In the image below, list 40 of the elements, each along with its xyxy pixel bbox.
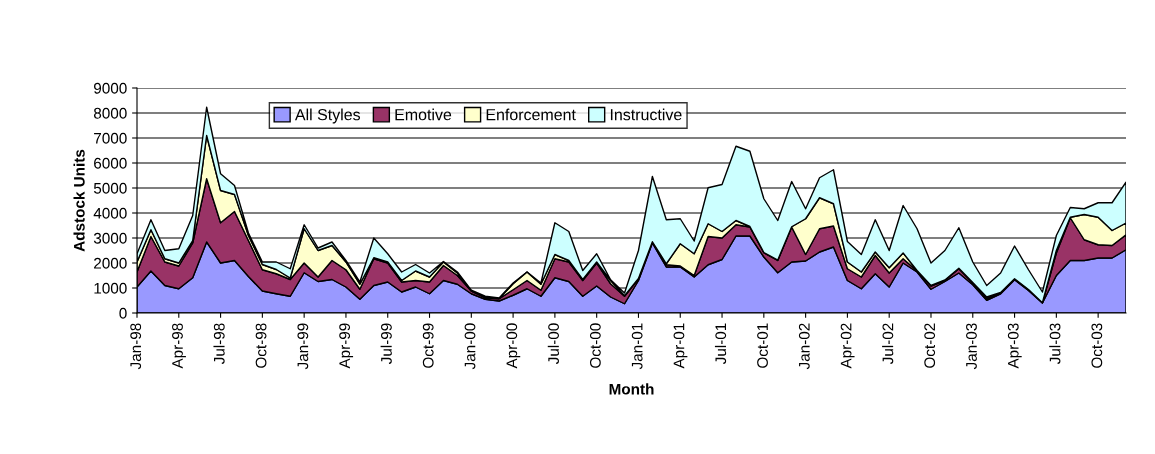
x-tick-label: Apr-03: [1007, 323, 1022, 369]
x-tick-label: Apr-99: [339, 323, 354, 369]
x-axis-title: Month: [609, 383, 654, 395]
x-tick-label: Jul-00: [547, 323, 559, 365]
y-tick-label: 0: [119, 307, 127, 319]
x-tick-label: Apr-02: [840, 323, 855, 369]
x-tick-label: Jul-99: [380, 323, 392, 365]
x-tick-label: Oct-02: [924, 323, 936, 368]
x-tick-label: Jan-00: [464, 323, 476, 370]
x-tick-label: Oct-00: [589, 323, 601, 368]
y-tick-label: 8000: [93, 107, 127, 119]
y-tick-label: 6000: [94, 157, 127, 169]
y-tick-label: 4000: [93, 207, 127, 219]
x-tick-label: Jan-01: [631, 323, 643, 370]
y-axis-title: Adstock Units: [73, 149, 85, 252]
y-tick-label: 9000: [94, 82, 127, 94]
x-tick-label: Jul-03: [1049, 323, 1061, 365]
legend-label: Emotive: [395, 108, 452, 121]
x-tick-label: Jan-98: [130, 323, 142, 370]
x-tick-label: Oct-99: [422, 323, 434, 368]
x-tick-label: Oct-03: [1091, 323, 1103, 368]
x-tick-label: Apr-98: [172, 323, 186, 369]
x-tick-label: Oct-01: [757, 323, 768, 368]
x-tick-label: Apr-01: [673, 323, 688, 369]
y-tick-label: 5000: [93, 182, 127, 194]
x-tick-label: Jul-01: [714, 323, 727, 365]
y-tick-label: 7000: [94, 132, 127, 144]
x-tick-label: Jul-98: [213, 323, 225, 365]
y-tick-label: 3000: [93, 232, 127, 244]
legend-label: Enforcement: [486, 108, 576, 121]
x-tick-label: Jan-02: [798, 323, 810, 370]
x-tick-label: Jul-02: [882, 323, 894, 365]
legend-label: Instructive: [610, 108, 682, 121]
y-tick-label: 2000: [94, 257, 127, 269]
x-tick-label: Jan-03: [966, 323, 977, 370]
legend-label: All Styles: [294, 108, 361, 124]
y-tick-label: 1000: [94, 282, 127, 294]
x-tick-label: Oct-98: [255, 323, 267, 368]
x-tick-label: Jan-99: [297, 323, 309, 370]
x-tick-label: Apr-00: [506, 323, 521, 369]
